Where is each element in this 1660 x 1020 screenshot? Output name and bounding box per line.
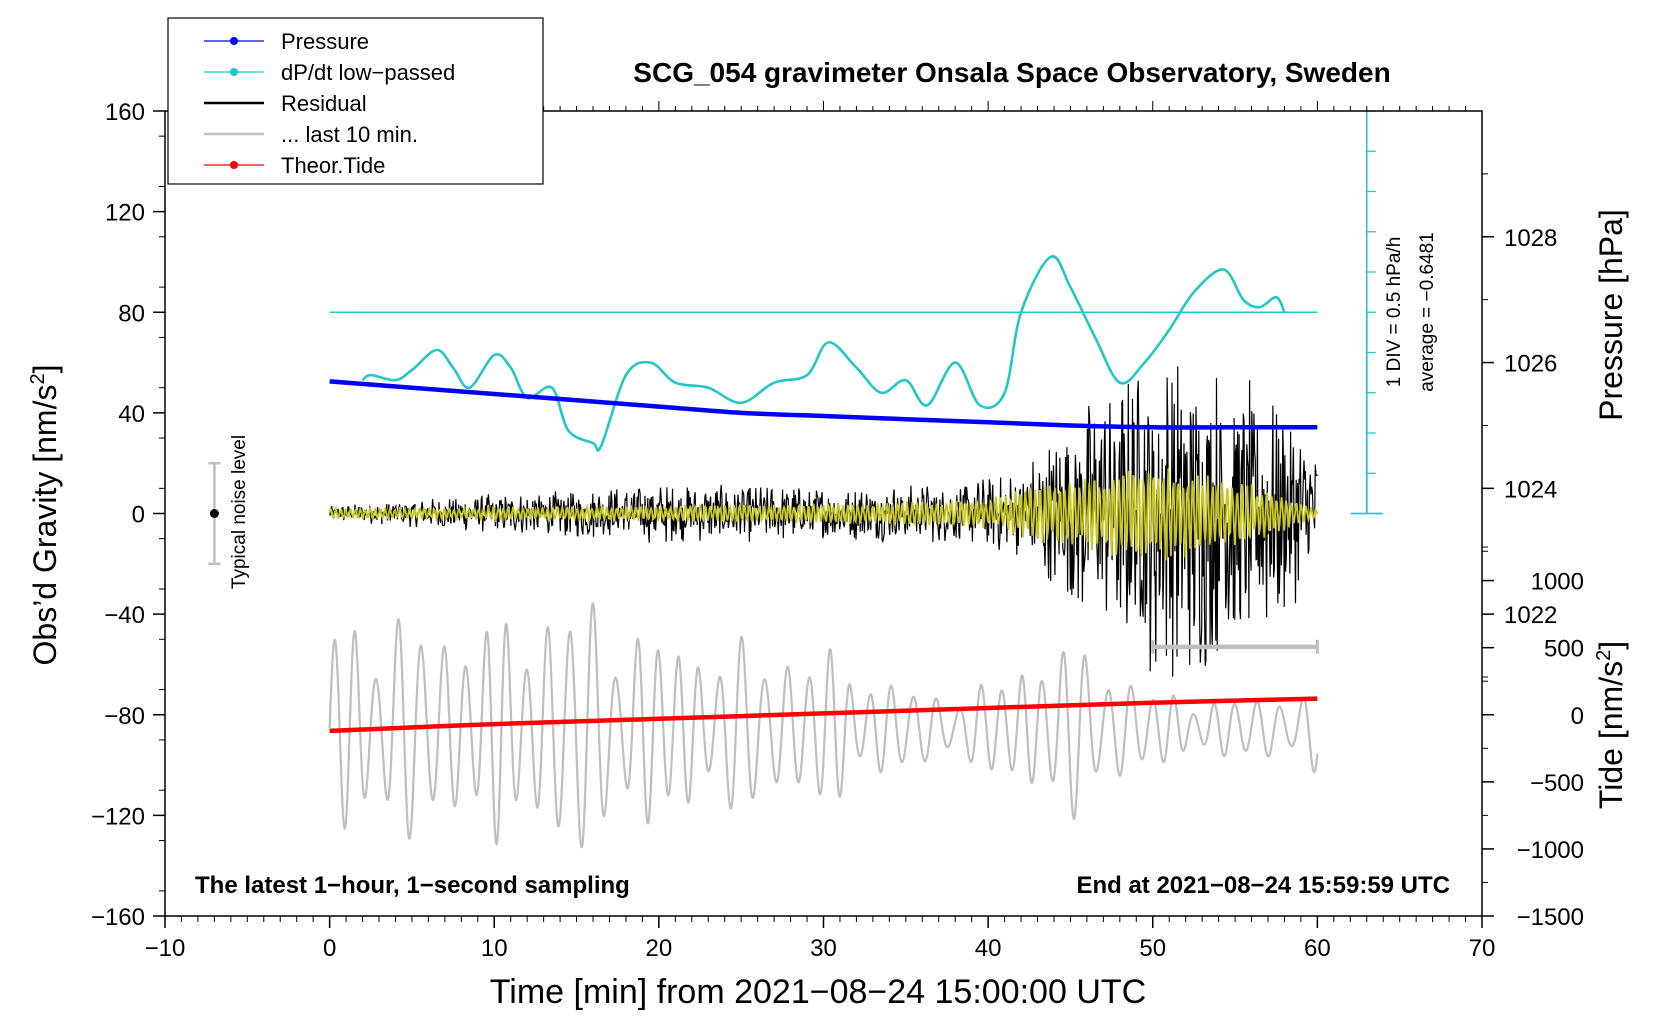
legend-entry-label: ... last 10 min. (281, 122, 418, 147)
noise-level-label: Typical noise level (229, 435, 250, 589)
legend-entry-label: Residual (281, 91, 367, 116)
last-10-min-series (328, 602, 1319, 849)
y-axis-label-gravity-main: Obs’d Gravity [nm/s (27, 385, 63, 666)
average-label: average = −0.6481 (1417, 232, 1438, 392)
tide-tick-label: −500 (1530, 770, 1584, 797)
x-axis-label: Time [min] from 2021−08−24 15:00:00 UTC (490, 973, 1146, 1011)
x-tick-label: 60 (1304, 935, 1331, 962)
residual-filtered-series (328, 468, 1319, 561)
legend-entry-label: Pressure (281, 29, 369, 54)
gravity-tick-label: −80 (104, 703, 145, 730)
tide-tick-label: 500 (1544, 636, 1584, 663)
x-tick-label: 30 (810, 935, 837, 962)
pressure-tick-label: 1024 (1504, 476, 1557, 503)
pressure-tick-label: 1022 (1504, 602, 1557, 629)
legend-marker (230, 37, 238, 45)
legend: Pressure dP/dt low−passed Residual ... last… (167, 17, 544, 185)
x-tick-label: 50 (1139, 935, 1166, 962)
gravity-tick-label: 120 (105, 200, 145, 227)
y-axis-label-gravity-sup: 2 (27, 373, 49, 384)
bottom-right-note: End at 2021−08−24 15:59:59 UTC (1076, 872, 1450, 899)
y-axis-label-tide: Tide [nm/s2] (1593, 641, 1629, 809)
x-tick-label: 10 (481, 935, 508, 962)
theor-tide-series (329, 696, 1318, 734)
x-tick-label: 20 (646, 935, 673, 962)
tide-tick-label: 1000 (1531, 569, 1584, 596)
x-tick-label: −10 (145, 935, 186, 962)
tide-tick-label: −1500 (1517, 904, 1584, 931)
pressure-tick-label: 1026 (1504, 351, 1557, 378)
pressure-tick-label: 1028 (1504, 225, 1557, 252)
axes-layer: −10 0 10 20 30 40 50 60 70 −160 −120 −80 −40 0 40 80 120… (91, 99, 1584, 962)
plot-frame (164, 110, 1483, 917)
x-tick-label: 70 (1469, 935, 1496, 962)
gravity-tick-label: −40 (104, 602, 145, 629)
legend-box (167, 17, 544, 185)
tide-tick-label: 0 (1571, 703, 1584, 730)
y-axis-label-gravity-end: ] (27, 365, 63, 374)
legend-entry-label: Theor.Tide (281, 153, 385, 178)
div-label: 1 DIV = 0.5 hPa/h (1384, 237, 1405, 388)
gravity-tick-label: −160 (91, 904, 145, 931)
pressure-series (329, 379, 1318, 430)
series-layer (328, 255, 1319, 849)
tide-tick-label: −1000 (1517, 837, 1584, 864)
x-tick-label: 40 (975, 935, 1002, 962)
y-axis-label-gravity: Obs’d Gravity [nm/s2] (27, 365, 63, 666)
legend-marker (230, 161, 238, 169)
gravity-tick-label: −120 (91, 803, 145, 830)
gravity-tick-label: 160 (105, 99, 145, 126)
bottom-left-note: The latest 1−hour, 1−second sampling (195, 872, 630, 899)
legend-entry-label: dP/dt low−passed (281, 60, 455, 85)
y-axis-label-tide-sup: 2 (1593, 650, 1615, 661)
y-axis-label-tide-main: Tide [nm/s (1593, 661, 1629, 809)
legend-marker (230, 68, 238, 76)
gravity-tick-label: 80 (118, 300, 145, 327)
y-axis-label-tide-end: ] (1593, 641, 1629, 650)
gravity-tick-label: 40 (118, 401, 145, 428)
chart-title: SCG_054 gravimeter Onsala Space Observat… (633, 57, 1390, 88)
x-tick-label: 0 (323, 935, 336, 962)
noise-dot (209, 509, 219, 518)
dpdt-series (361, 255, 1286, 452)
y-axis-label-pressure: Pressure [hPa] (1593, 209, 1629, 421)
gravity-tick-label: 0 (132, 502, 145, 529)
